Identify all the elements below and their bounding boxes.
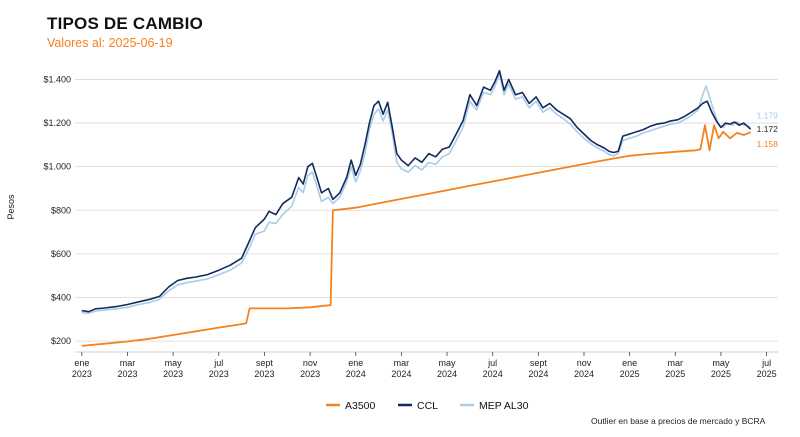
x-tick-year: 2025	[665, 369, 685, 379]
x-tick-month: jul	[487, 358, 497, 368]
legend-label-ccl: CCL	[417, 400, 438, 412]
x-tick-month: ene	[348, 358, 363, 368]
x-tick-month: sept	[256, 358, 274, 368]
chart-title: TIPOS DE CAMBIO	[47, 14, 204, 33]
x-tick-year: 2023	[254, 369, 274, 379]
x-tick-month: ene	[622, 358, 637, 368]
series-line-mep	[81, 73, 751, 314]
y-axis-label: Pesos	[6, 194, 16, 220]
x-tick-month: nov	[303, 358, 318, 368]
x-tick-year: 2024	[346, 369, 366, 379]
x-tick-month: may	[165, 358, 183, 368]
x-tick-month: may	[712, 358, 730, 368]
y-tick-label: $200	[51, 336, 71, 346]
x-tick-year: 2025	[620, 369, 640, 379]
y-tick-label: $1.400	[43, 74, 71, 84]
x-tick-year: 2024	[391, 369, 411, 379]
chart-subtitle: Valores al: 2025-06-19	[47, 36, 173, 50]
x-tick-month: ene	[74, 358, 89, 368]
x-tick-year: 2023	[300, 369, 320, 379]
x-tick-month: jul	[761, 358, 771, 368]
y-tick-label: $600	[51, 249, 71, 259]
x-tick-year: 2025	[757, 369, 777, 379]
end-label-ccl: 1.172	[757, 124, 779, 134]
end-label-mep: 1.179	[757, 110, 779, 120]
x-tick-month: sept	[530, 358, 548, 368]
y-tick-label: $800	[51, 205, 71, 215]
x-tick-year: 2024	[483, 369, 503, 379]
x-tick-month: nov	[577, 358, 592, 368]
x-tick-year: 2023	[209, 369, 229, 379]
legend-label-a3500: A3500	[345, 400, 376, 412]
y-tick-label: $400	[51, 292, 71, 302]
x-tick-year: 2024	[437, 369, 457, 379]
series-line-ccl	[81, 69, 752, 313]
x-tick-year: 2024	[528, 369, 548, 379]
x-tick-month: mar	[120, 358, 136, 368]
x-tick-year: 2023	[163, 369, 183, 379]
x-tick-year: 2023	[72, 369, 92, 379]
x-tick-month: jul	[213, 358, 223, 368]
x-tick-month: mar	[394, 358, 410, 368]
series-line-a3500	[81, 124, 751, 347]
chart-footnote: Outlier en base a precios de mercado y B…	[591, 416, 766, 426]
x-tick-year: 2025	[711, 369, 731, 379]
x-tick-year: 2024	[574, 369, 594, 379]
legend-label-mep: MEP AL30	[479, 400, 529, 412]
y-tick-label: $1.200	[43, 118, 71, 128]
x-tick-year: 2023	[117, 369, 137, 379]
end-label-a3500: 1.158	[757, 139, 779, 149]
x-tick-month: may	[439, 358, 457, 368]
x-tick-month: mar	[668, 358, 684, 368]
y-tick-label: $1.000	[43, 162, 71, 172]
